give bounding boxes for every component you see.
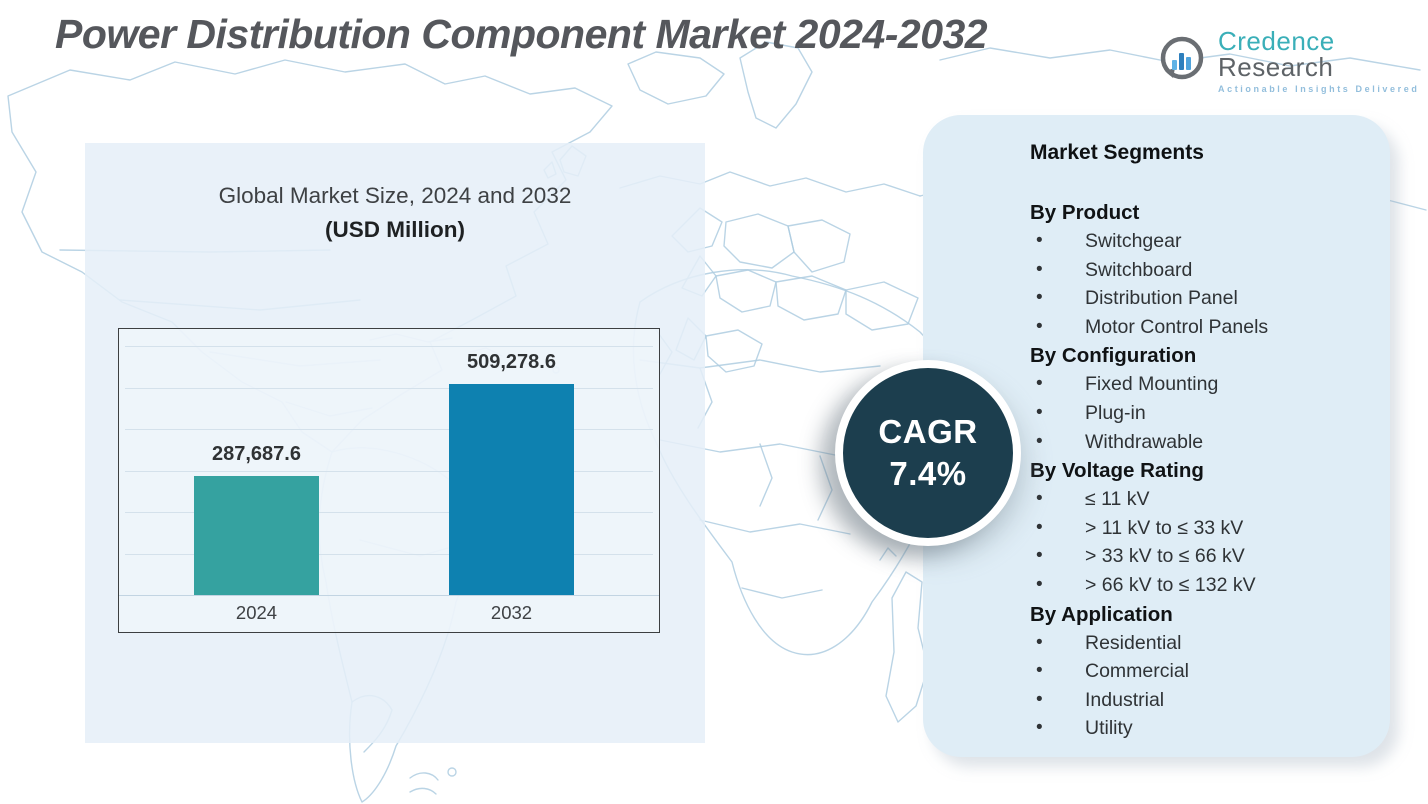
cagr-label: CAGR: [878, 412, 978, 450]
segment-item-label: Distribution Panel: [1085, 287, 1238, 310]
bullet-icon: •: [1036, 516, 1043, 538]
gridline: [125, 346, 653, 347]
category-label: 2024: [235, 602, 278, 623]
bullet-icon: •: [1036, 545, 1043, 567]
segment-item: • Switchgear: [1030, 227, 1366, 256]
segment-item-label: Switchboard: [1085, 258, 1193, 281]
bullet-icon: •: [1036, 287, 1043, 309]
bullet-icon: •: [1036, 315, 1043, 337]
segment-heading: By Application: [1030, 602, 1173, 626]
segment-item-label: > 11 kV to ≤ 33 kV: [1085, 516, 1244, 539]
market-segments-panel: Market Segments By Product • Switchgear • Sw…: [923, 115, 1390, 757]
segment-item: • Switchboard: [1030, 256, 1366, 285]
brand-name-secondary: Research: [1218, 52, 1334, 82]
segment-item-label: Residential: [1085, 631, 1182, 654]
gridline: [125, 512, 653, 513]
gridline: [125, 429, 653, 430]
segment-item-label: Switchgear: [1085, 230, 1182, 252]
segment-item: • > 11 kV to ≤ 33 kV: [1030, 514, 1366, 543]
segment-item-label: Industrial: [1085, 688, 1165, 711]
bullet-icon: •: [1036, 430, 1043, 452]
bullet-icon: •: [1036, 488, 1043, 510]
bullet-icon: •: [1036, 660, 1043, 682]
segment-item-label: > 33 kV to ≤ 66 kV: [1085, 545, 1245, 568]
bullet-icon: •: [1036, 688, 1043, 710]
segment-item: • > 33 kV to ≤ 66 kV: [1030, 542, 1366, 571]
chart-title-block: Global Market Size, 2024 and 2032 (USD M…: [85, 180, 705, 245]
bullet-icon: •: [1036, 717, 1043, 739]
brand-text: Credence Research Actionable Insights De…: [1218, 28, 1428, 94]
segment-heading: By Configuration: [1030, 344, 1197, 368]
segment-item-label: Fixed Mounting: [1085, 373, 1219, 396]
brand-name: Credence Research: [1218, 28, 1428, 80]
cagr-value: 7.4%: [889, 455, 967, 492]
gridline: [125, 553, 653, 555]
segment-item: • Utility: [1030, 714, 1366, 743]
segment-item-label: Plug-in: [1085, 401, 1146, 424]
segment-item-label: Motor Control Panels: [1085, 315, 1269, 338]
segment-heading: By Product: [1030, 201, 1140, 224]
segment-item: • Motor Control Panels: [1030, 313, 1366, 342]
segment-item-label: > 66 kV to ≤ 132 kV: [1085, 573, 1256, 596]
segment-item: • Industrial: [1030, 686, 1366, 715]
bar-value-label: 509,278.6: [467, 351, 556, 373]
page-title: Power Distribution Component Market 2024…: [55, 11, 988, 57]
segment-item: • Plug-in: [1030, 399, 1366, 428]
segments-groups: By Product • Switchgear • Switchboard • Distri…: [1030, 198, 1366, 743]
segment-item: • Commercial: [1030, 657, 1366, 686]
bullet-icon: •: [1036, 401, 1043, 423]
segments-title: Market Segments: [1030, 141, 1204, 164]
bar-2032: [449, 384, 574, 595]
gridline: [125, 470, 653, 472]
segment-item: • Distribution Panel: [1030, 284, 1366, 313]
segment-item: • ≤ 11 kV: [1030, 485, 1366, 514]
gridline: [125, 387, 653, 389]
segment-item: • Fixed Mounting: [1030, 370, 1366, 399]
brand-tagline: Actionable Insights Delivered: [1218, 84, 1420, 94]
chart-units-label: (USD Million): [325, 216, 465, 242]
category-label: 2032: [490, 602, 533, 623]
bar-value-label: 287,687.6: [212, 443, 301, 465]
bar-2024: [194, 476, 319, 595]
cagr-badge: CAGR 7.4%: [835, 360, 1021, 546]
bar-chart: 287,687.6 509,278.6 2024 2032: [118, 328, 660, 633]
segment-item: • Withdrawable: [1030, 428, 1366, 457]
segment-item: • > 66 kV to ≤ 132 kV: [1030, 571, 1366, 600]
brand-name-primary: Credence: [1218, 26, 1335, 56]
bullet-icon: •: [1036, 373, 1043, 395]
bullet-icon: •: [1036, 631, 1043, 653]
bullet-icon: •: [1036, 258, 1043, 280]
bullet-icon: •: [1036, 573, 1043, 595]
segment-item-label: ≤ 11 kV: [1085, 488, 1150, 511]
bar-chart-bubble-icon: [1156, 33, 1208, 90]
segment-item-label: Utility: [1085, 717, 1133, 740]
plot-area: 287,687.6 509,278.6: [119, 329, 659, 596]
chart-title: Global Market Size, 2024 and 2032: [218, 183, 572, 208]
segment-heading: By Voltage Rating: [1030, 459, 1204, 483]
segment-item-label: Commercial: [1085, 660, 1190, 683]
bullet-icon: •: [1036, 230, 1043, 251]
segment-item-label: Withdrawable: [1085, 430, 1204, 453]
brand-logo: Credence Research Actionable Insights De…: [1156, 28, 1428, 94]
segment-item: • Residential: [1030, 629, 1366, 658]
category-axis: 2024 2032: [119, 595, 659, 632]
